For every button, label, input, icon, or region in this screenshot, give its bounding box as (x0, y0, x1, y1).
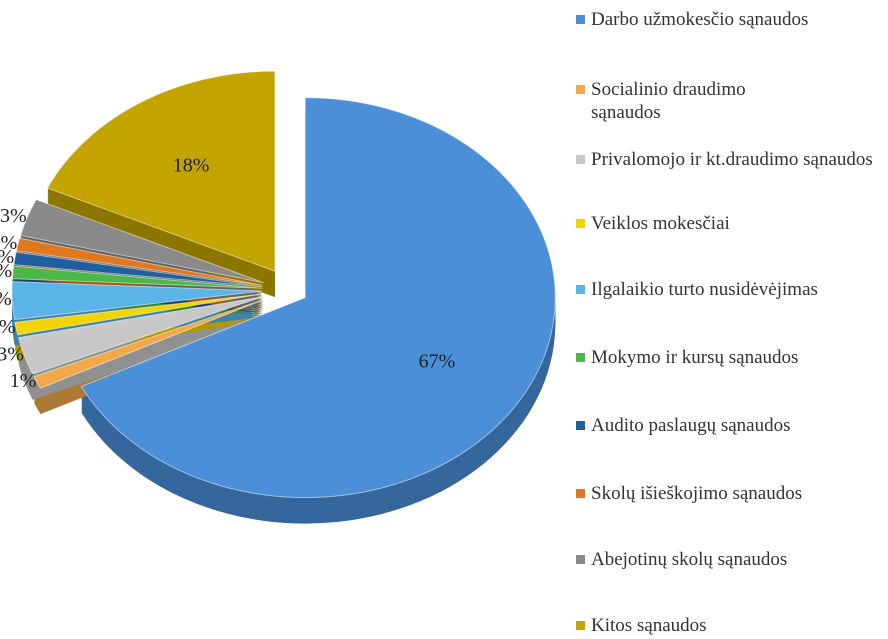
slice (19, 198, 264, 284)
legend-swatch (576, 353, 585, 362)
legend-swatch (576, 155, 585, 164)
legend-label: Privalomojo ir kt.draudimo sąnaudos (591, 149, 873, 170)
slice (15, 237, 263, 286)
legend-swatch (576, 421, 585, 430)
legend-swatch (576, 489, 585, 498)
legend-item: Privalomojo ir kt.draudimo sąnaudos (576, 148, 876, 171)
legend-label: Socialinio draudimo sąnaudos (591, 79, 746, 123)
slice (33, 298, 265, 389)
data-label: 1% (0, 260, 12, 282)
slice (13, 251, 263, 288)
legend-swatch (576, 15, 585, 24)
slice (46, 70, 276, 272)
legend-swatch (576, 85, 585, 94)
slice (14, 293, 263, 336)
slice (17, 296, 264, 375)
legend-label: Veiklos mokesčiai (591, 213, 730, 234)
legend-item: Ilgalaikio turto nusidėvėjimas (576, 278, 888, 301)
legend-label: Audito paslaugų sąnaudos (591, 415, 791, 436)
legend-item: Darbo užmokesčio sąnaudos (576, 8, 888, 31)
legend-label: Kitos sąnaudos (591, 615, 707, 636)
slice (11, 281, 263, 321)
legend-label: Skolų išieškojimo sąnaudos (591, 483, 803, 504)
legend-item: Skolų išieškojimo sąnaudos (576, 482, 888, 505)
legend-swatch (576, 285, 585, 294)
legend-label: Abejotinų skolų sąnaudos (591, 549, 788, 570)
data-label: 1% (0, 232, 17, 254)
legend-item: Socialinio draudimo sąnaudos (576, 78, 801, 124)
chart: 67%1%3%1%3%1%1%1%3%18% (0, 70, 556, 524)
legend-label: Ilgalaikio turto nusidėvėjimas (591, 279, 818, 300)
data-label: 1% (10, 370, 37, 392)
data-label: 67% (419, 351, 456, 373)
legend-label: Mokymo ir kursų sąnaudos (591, 347, 799, 368)
legend-item: Abejotinų skolų sąnaudos (576, 548, 888, 571)
legend-swatch (576, 219, 585, 228)
data-label: 1% (0, 246, 14, 268)
legend-item: Veiklos mokesčiai (576, 212, 888, 235)
legend-swatch (576, 621, 585, 630)
data-label: 1% (0, 316, 16, 338)
legend-swatch (576, 555, 585, 564)
data-label: 3% (0, 205, 27, 227)
legend-label: Darbo užmokesčio sąnaudos (591, 9, 809, 30)
data-label: 18% (173, 154, 210, 176)
slice (80, 97, 556, 499)
data-label: 3% (0, 344, 24, 366)
slice (11, 265, 263, 289)
legend-item: Kitos sąnaudos (576, 614, 888, 637)
data-label: 3% (0, 288, 12, 310)
legend-item: Mokymo ir kursų sąnaudos (576, 346, 888, 369)
legend-item: Audito paslaugų sąnaudos (576, 414, 888, 437)
